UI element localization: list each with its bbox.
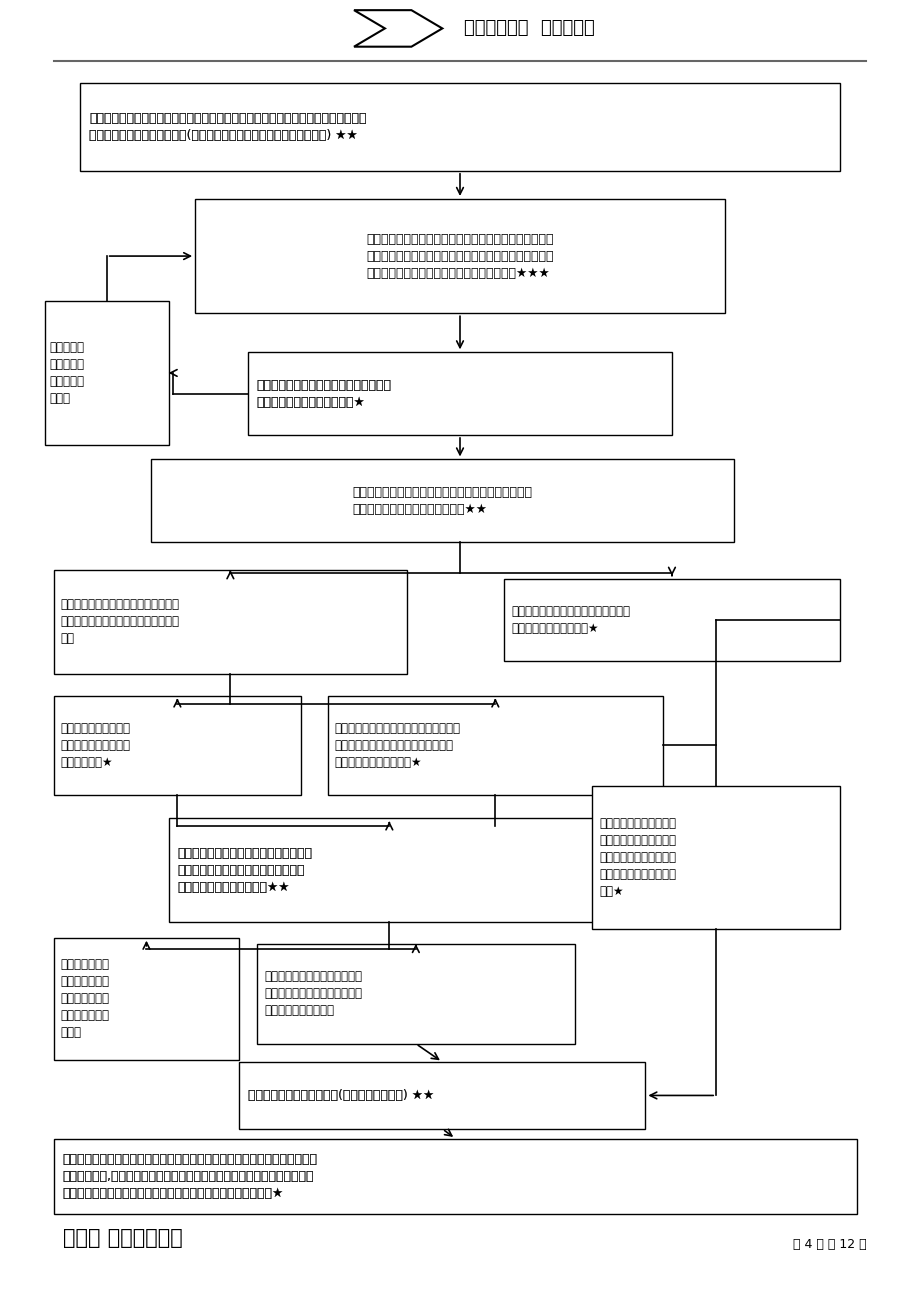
- Text: 限期治理到期：当事人限期内完成了治理任务的，予以结案；当事人逾期未完
成治理任务的,进行立案查处或报政府关闭；当事人不服限期治理决定，提起
行政复议或行政诉讼的: 限期治理到期：当事人限期内完成了治理任务的，予以结案；当事人逾期未完 成治理任务…: [62, 1152, 317, 1200]
- Text: 限期治理到期：当事人限期内完成了治理任务的，予以结案；当事人逾期未完
成治理任务的,进行立案查处或报政府关闭；当事人不服限期治理决定，提起
行政复议或行政诉讼的: 限期治理到期：当事人限期内完成了治理任务的，予以结案；当事人逾期未完 成治理任务…: [62, 1152, 317, 1200]
- Text: 立案：调查部门发现当事人涉嫌实施了环境违法行为，需要立案件查处的报经批准，
符合立案条件的，予以立案。(责任岗位：环境监察分局、镇区环保分局) ★★: 立案：调查部门发现当事人涉嫌实施了环境违法行为，需要立案件查处的报经批准， 符合…: [89, 112, 366, 142]
- Bar: [53, 695, 301, 796]
- Bar: [327, 695, 663, 796]
- Text: 复核：局案审小组对案件进行集体复核审
议，并决定是否予以作出限期治理决定
（责任岗位：局案审小组）★★: 复核：局案审小组对案件进行集体复核审 议，并决定是否予以作出限期治理决定 （责任…: [177, 846, 312, 893]
- Bar: [80, 83, 839, 171]
- Text: 初审：法制科对案件进行审核，并提出初
审意见（责任岗位：法制科）★: 初审：法制科对案件进行审核，并提出初 审意见（责任岗位：法制科）★: [256, 379, 391, 409]
- Text: 精品范文模板  可修改删除: 精品范文模板 可修改删除: [464, 18, 595, 36]
- Text: 经审议，不予作出限期治理的，予以销
案（责任岗位：法制科）★: 经审议，不予作出限期治理的，予以销 案（责任岗位：法制科）★: [511, 605, 630, 635]
- Bar: [53, 570, 406, 673]
- Text: 调查部门补充调查取证，查明案件事实，并提出限期治理
建议，案件调查终结，调查部门将案件移送至法制科审查
（责任岗位：环境监察分局、镇区环保分局）★★★: 调查部门补充调查取证，查明案件事实，并提出限期治理 建议，案件调查终结，调查部门…: [366, 233, 553, 280]
- Text: 审批：由局领导签批发文。(责任岗位：局领导) ★★: 审批：由局领导签批发文。(责任岗位：局领导) ★★: [248, 1088, 434, 1101]
- Text: 当事人收到告知书后，未
提出陈述申辩或听证申请
的，制作并送达限期治理
决定书（责任岗位：法制
科）★: 当事人收到告知书后，未 提出陈述申辩或听证申请 的，制作并送达限期治理 决定书（…: [599, 816, 675, 898]
- Text: （三） 企业守法证明: （三） 企业守法证明: [62, 1228, 182, 1247]
- Text: 初审：法制科对案件进行审核，并提出初
审意见（责任岗位：法制科）★: 初审：法制科对案件进行审核，并提出初 审意见（责任岗位：法制科）★: [256, 379, 391, 409]
- Bar: [239, 1062, 645, 1129]
- Text: 复核：局案审小组对案件进行集体复核审
议，并决定是否予以作出限期治理决定
（责任岗位：局案审小组）★★: 复核：局案审小组对案件进行集体复核审 议，并决定是否予以作出限期治理决定 （责任…: [177, 846, 312, 893]
- Text: 当事人收到告知书后，
要求听证的，法制科组
织召开听证会★: 当事人收到告知书后， 要求听证的，法制科组 织召开听证会★: [61, 721, 130, 769]
- Bar: [256, 944, 574, 1044]
- Text: 局案审小组对案件进行集体审议，并决定是否拟作出限
期治理（责任部门：局案审小组）★★: 局案审小组对案件进行集体审议，并决定是否拟作出限 期治理（责任部门：局案审小组）…: [352, 486, 532, 516]
- Text: 第 4 页 共 12 页: 第 4 页 共 12 页: [792, 1238, 866, 1251]
- Text: 审批：由局领导签批发文。(责任岗位：局领导) ★★: 审批：由局领导签批发文。(责任岗位：局领导) ★★: [248, 1088, 434, 1101]
- Text: 立案：调查部门发现当事人涉嫌实施了环境违法行为，需要立案件查处的报经批准，
符合立案条件的，予以立案。(责任岗位：环境监察分局、镇区环保分局) ★★: 立案：调查部门发现当事人涉嫌实施了环境违法行为，需要立案件查处的报经批准， 符合…: [89, 112, 366, 142]
- Bar: [151, 460, 733, 542]
- Bar: [168, 819, 609, 922]
- Bar: [248, 353, 671, 435]
- Text: 经审议，予以作出限期治理决定
的，制作并送达限期治理决定书
（责任岗位：法制科）: 经审议，予以作出限期治理决定 的，制作并送达限期治理决定书 （责任岗位：法制科）: [264, 970, 361, 1017]
- Text: 限期治理到期：当事人限期内完成了治理任务的，予以结案；当事人逾期未完
成治理任务的,进行立案查处或报政府关闭；当事人不服限期治理决定，提起
行政复议或行政诉讼的: 限期治理到期：当事人限期内完成了治理任务的，予以结案；当事人逾期未完 成治理任务…: [62, 1152, 317, 1200]
- Text: 当事人收到告知书后，提出陈述申辩的，
法制科对案件进行复核，并提出复核建
议（责任岗位：法制科）★: 当事人收到告知书后，提出陈述申辩的， 法制科对案件进行复核，并提出复核建 议（责…: [335, 721, 460, 769]
- Bar: [53, 937, 239, 1060]
- Text: 初审：法制科对案件进行审核，并提出初
审意见（责任岗位：法制科）★: 初审：法制科对案件进行审核，并提出初 审意见（责任岗位：法制科）★: [256, 379, 391, 409]
- Polygon shape: [354, 10, 442, 47]
- Bar: [45, 301, 168, 445]
- Bar: [195, 199, 724, 314]
- Bar: [592, 785, 839, 930]
- Text: 经审议，案
件违法事实
不清，证据
不足的: 经审议，案 件违法事实 不清，证据 不足的: [50, 341, 85, 405]
- Text: 立案：调查部门发现当事人涉嫌实施了环境违法行为，需要立案件查处的报经批准，
符合立案条件的，予以立案。(责任岗位：环境监察分局、镇区环保分局) ★★: 立案：调查部门发现当事人涉嫌实施了环境违法行为，需要立案件查处的报经批准， 符合…: [89, 112, 366, 142]
- Text: 经审议，予以作出限期治理的，制作并
送达限期治理告知书（责任岗位：法制
科）: 经审议，予以作出限期治理的，制作并 送达限期治理告知书（责任岗位：法制 科）: [61, 599, 179, 646]
- Text: 复核：局案审小组对案件进行集体复核审
议，并决定是否予以作出限期治理决定
（责任岗位：局案审小组）★★: 复核：局案审小组对案件进行集体复核审 议，并决定是否予以作出限期治理决定 （责任…: [177, 846, 312, 893]
- Bar: [53, 1139, 857, 1215]
- Text: 经审议，不予作
出限期治理决定
的，予以结案。
（责任岗位：法
制科）: 经审议，不予作 出限期治理决定 的，予以结案。 （责任岗位：法 制科）: [61, 958, 109, 1039]
- Text: 审批：由局领导签批发文。(责任岗位：局领导) ★★: 审批：由局领导签批发文。(责任岗位：局领导) ★★: [248, 1088, 434, 1101]
- Bar: [504, 578, 839, 661]
